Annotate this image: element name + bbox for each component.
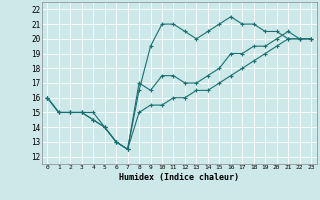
X-axis label: Humidex (Indice chaleur): Humidex (Indice chaleur) bbox=[119, 173, 239, 182]
